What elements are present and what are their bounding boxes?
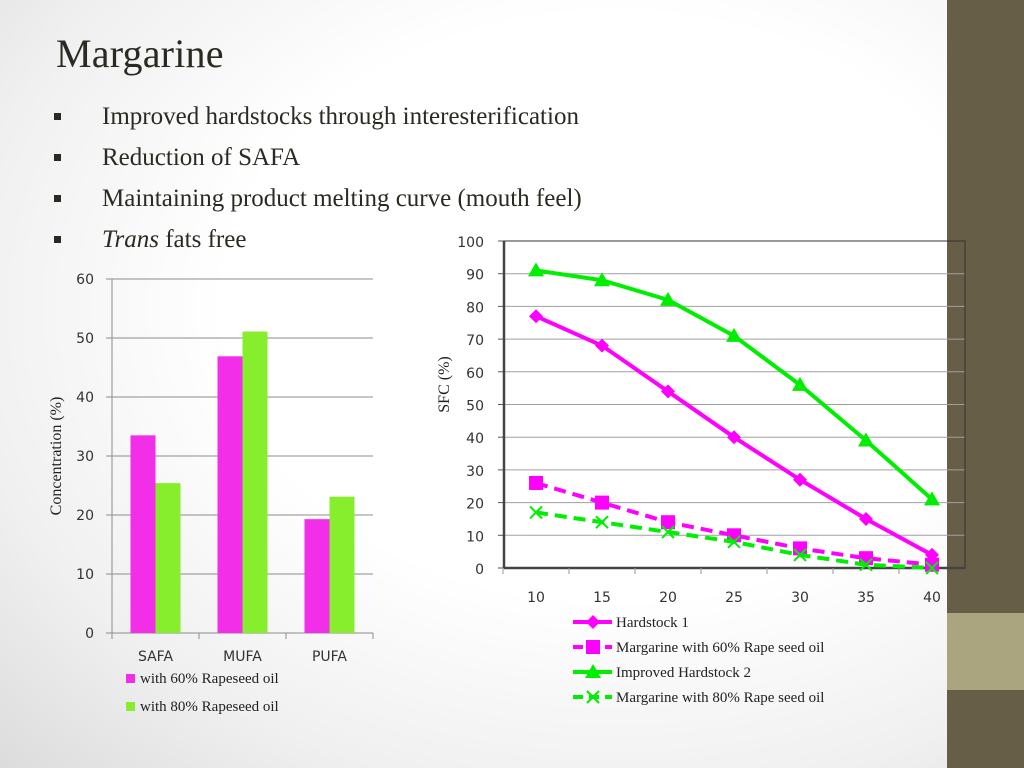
series-hardstock-1 (529, 309, 939, 562)
y-tick-label: 40 (76, 390, 94, 406)
legend-label: Improved Hardstock 2 (616, 665, 751, 681)
y-tick-label: 10 (466, 529, 484, 545)
data-point (660, 291, 676, 306)
legend-swatch (126, 674, 135, 683)
data-point (529, 505, 543, 520)
sidebar-accent-block (947, 613, 1024, 690)
bullet-text: Maintaining product melting curve (mouth… (102, 185, 582, 212)
y-tick-label: 30 (76, 449, 94, 465)
x-tick-label: 40 (923, 590, 941, 606)
data-point (793, 472, 807, 487)
data-point (924, 491, 940, 506)
data-point (727, 430, 741, 445)
legend-marker (586, 640, 600, 654)
x-tick-label: 35 (857, 590, 875, 606)
legend-marker (586, 615, 600, 629)
y-tick-label: 50 (76, 331, 94, 347)
legend-marker (586, 690, 600, 704)
y-tick-label: 60 (76, 272, 94, 288)
bullet-list: Improved hardstocks through interesterif… (50, 100, 582, 264)
legend-label: with 60% Rapeseed oil (140, 671, 279, 687)
data-point (595, 515, 609, 529)
legend-label: Margarine with 80% Rape seed oil (616, 690, 824, 706)
y-tick-label: 80 (466, 300, 484, 316)
bullet-item: Reduction of SAFA (50, 141, 582, 182)
y-tick-label: 20 (466, 497, 484, 513)
y-tick-label: 0 (475, 562, 484, 578)
data-point (661, 525, 675, 539)
series-line (535, 268, 934, 501)
legend-label: Margarine with 60% Rape seed oil (616, 640, 824, 656)
data-point (793, 548, 807, 562)
data-point (726, 327, 742, 342)
legend-swatch (126, 702, 135, 711)
y-tick-label: 90 (466, 268, 484, 284)
y-tick-label: 30 (466, 464, 484, 480)
data-point (792, 376, 808, 391)
legend-label: Hardstock 1 (616, 615, 689, 631)
data-point (529, 309, 543, 324)
y-tick-label: 10 (76, 567, 94, 583)
data-point (661, 384, 675, 399)
bullet-item: Improved hardstocks through interesterif… (50, 100, 582, 141)
bar (329, 496, 355, 633)
data-point (661, 515, 675, 530)
data-point (859, 511, 873, 526)
data-point (528, 262, 544, 277)
legend-label: with 80% Rapeseed oil (140, 699, 279, 715)
y-tick-label: 60 (466, 366, 484, 382)
x-tick-label: 20 (659, 590, 677, 606)
data-point (727, 535, 741, 549)
legend-marker (585, 664, 601, 678)
data-point (925, 561, 939, 575)
bullet-italic-text: Trans (102, 226, 159, 253)
data-point (859, 558, 873, 572)
bar (130, 435, 156, 633)
y-tick-label: 0 (85, 626, 94, 642)
bar (155, 483, 181, 633)
x-tick-label: SAFA (138, 649, 173, 665)
data-point (595, 338, 609, 353)
y-tick-label: 20 (76, 508, 94, 524)
series-margarine-with-80-rape-seed-oil (529, 505, 939, 575)
slide-title: Margarine (56, 31, 224, 76)
series-improved-hardstock-2 (528, 262, 940, 506)
series-margarine-with-60-rape-seed-oil (529, 475, 939, 572)
bar (217, 356, 243, 633)
bar (242, 331, 268, 633)
bullet-item: Trans fats free (50, 223, 582, 264)
bar (304, 519, 330, 633)
y-tick-label: 70 (466, 333, 484, 349)
y-tick-label: 50 (466, 399, 484, 415)
bullet-item: Maintaining product melting curve (mouth… (50, 182, 582, 223)
x-tick-label: 25 (725, 590, 743, 606)
data-point (529, 475, 543, 490)
bullet-text: fats free (158, 226, 247, 253)
data-point (595, 495, 609, 510)
x-tick-label: 15 (593, 590, 611, 606)
data-point (594, 272, 610, 287)
y-axis-title: Concentration (%) (48, 397, 65, 516)
data-point (925, 557, 939, 572)
x-tick-label: 10 (527, 590, 545, 606)
x-tick-label: 30 (791, 590, 809, 606)
x-tick-label: MUFA (223, 649, 262, 665)
data-point (858, 432, 874, 447)
bullet-text: Reduction of SAFA (102, 144, 301, 171)
bullet-text: Improved hardstocks through interesterif… (102, 103, 579, 130)
y-tick-label: 40 (466, 431, 484, 447)
y-axis-title: SFC (%) (436, 356, 453, 412)
y-tick-label: 100 (457, 235, 484, 251)
x-tick-label: PUFA (312, 649, 347, 665)
